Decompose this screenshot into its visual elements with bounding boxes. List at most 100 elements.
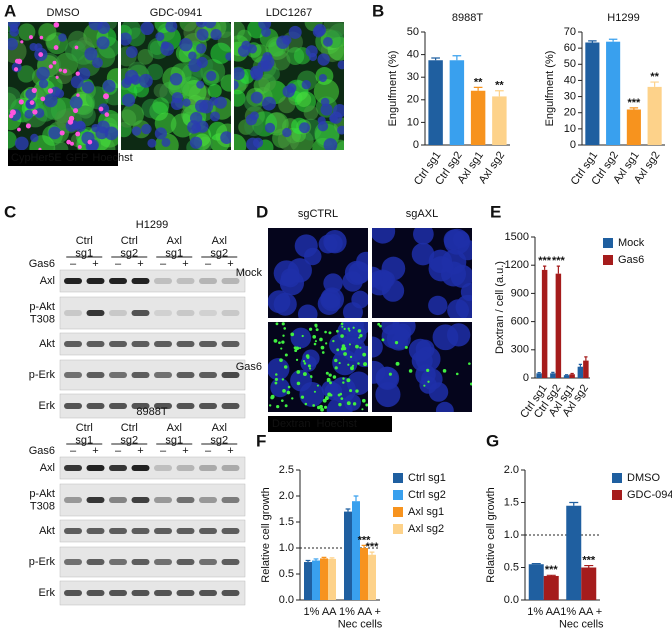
bar (428, 60, 443, 145)
y-tick-label: 600 (511, 316, 529, 328)
panel-label: A (4, 1, 16, 20)
nucleus (161, 137, 171, 147)
micrograph (372, 228, 472, 318)
blot-band (86, 465, 105, 471)
blot-band (176, 278, 195, 284)
nucleus (286, 83, 297, 94)
y-tick-label: 2.0 (504, 464, 519, 476)
nucleus (323, 273, 343, 293)
nucleus (196, 120, 209, 133)
dextran-dot (357, 329, 362, 333)
nucleus (182, 98, 191, 107)
engulfed-dot (29, 100, 35, 106)
cell (121, 103, 144, 126)
legend-label: Mock (618, 237, 645, 249)
error-bar (369, 551, 375, 555)
treatment-state: – (115, 258, 122, 270)
blot-band (176, 465, 195, 471)
engulfed-dot (38, 147, 42, 150)
blot-band (131, 497, 150, 503)
bar (344, 511, 352, 600)
micrograph (121, 22, 231, 150)
dextran-dot (347, 327, 350, 330)
engulfed-dot (53, 45, 59, 50)
nucleus (317, 121, 329, 132)
treatment-state: – (115, 445, 122, 457)
stain-label: Dextran (272, 418, 311, 430)
blot-band (199, 590, 217, 596)
dextran-dot (274, 377, 278, 381)
x-tick-label: 1% AA + Nec cells (338, 606, 383, 631)
panel-label: G (486, 431, 499, 450)
dextran-dot (309, 375, 313, 378)
error-bar (313, 558, 319, 561)
blot-band (109, 310, 127, 316)
blot-band (131, 403, 150, 409)
nucleus (318, 74, 327, 83)
blot-band (221, 310, 240, 316)
nucleus (250, 111, 259, 121)
dextran-dot (315, 328, 319, 332)
dextran-dot (323, 405, 328, 409)
blot-band (131, 372, 150, 378)
blot-band (199, 278, 217, 284)
blot-band (154, 528, 172, 534)
nucleus (210, 111, 221, 122)
dextran-dot (442, 369, 447, 373)
bar (352, 501, 360, 600)
nucleus (171, 92, 184, 104)
engulfed-dot (75, 131, 81, 137)
blot-row-label: Erk (39, 400, 56, 412)
blot-band (154, 403, 172, 409)
nucleus (413, 228, 434, 245)
nucleus (288, 25, 302, 39)
dextran-dot (316, 405, 321, 410)
cell (8, 131, 17, 149)
treatment-state: – (205, 258, 212, 270)
dextran-dot (302, 360, 306, 363)
dextran-dot (316, 384, 319, 387)
bar (626, 109, 641, 145)
dextran-dot (332, 375, 337, 379)
cell (153, 83, 168, 98)
engulfed-dot (87, 139, 93, 145)
dextran-dot (361, 398, 366, 403)
nucleus (353, 345, 368, 368)
blot-band (64, 310, 82, 316)
significance: *** (366, 541, 380, 553)
dextran-dot (296, 381, 301, 386)
engulfed-dot (52, 60, 57, 65)
error-bar (495, 90, 504, 97)
nucleus (308, 52, 318, 62)
nucleus (125, 46, 138, 59)
stain-label: GFP (66, 152, 89, 164)
dextran-dot (319, 337, 323, 342)
y-tick-label: 1.5 (279, 516, 294, 528)
cell (296, 92, 312, 108)
blot-band (199, 341, 217, 347)
dextran-dot (287, 385, 291, 389)
blot-band (109, 372, 127, 378)
dextran-dot (334, 366, 338, 370)
dextran-dot (281, 322, 285, 326)
dextran-dot (308, 367, 312, 370)
nucleus (196, 56, 208, 69)
bar (328, 558, 336, 600)
nucleus (268, 358, 290, 381)
nucleus (234, 67, 245, 81)
nucleus (421, 368, 443, 390)
bar (492, 96, 507, 145)
nucleus (344, 394, 362, 411)
y-tick-label: 40 (564, 74, 576, 86)
nucleus (303, 247, 322, 266)
legend-label: Gas6 (618, 254, 644, 266)
bar (577, 366, 584, 378)
error-bar (578, 363, 583, 367)
error-bar (361, 544, 367, 548)
significance: *** (627, 97, 641, 109)
nucleus (435, 401, 454, 412)
treatment-state: + (182, 445, 188, 457)
dextran-dot (339, 392, 343, 396)
engulfed-dot (59, 130, 65, 136)
error-bar (570, 372, 574, 375)
